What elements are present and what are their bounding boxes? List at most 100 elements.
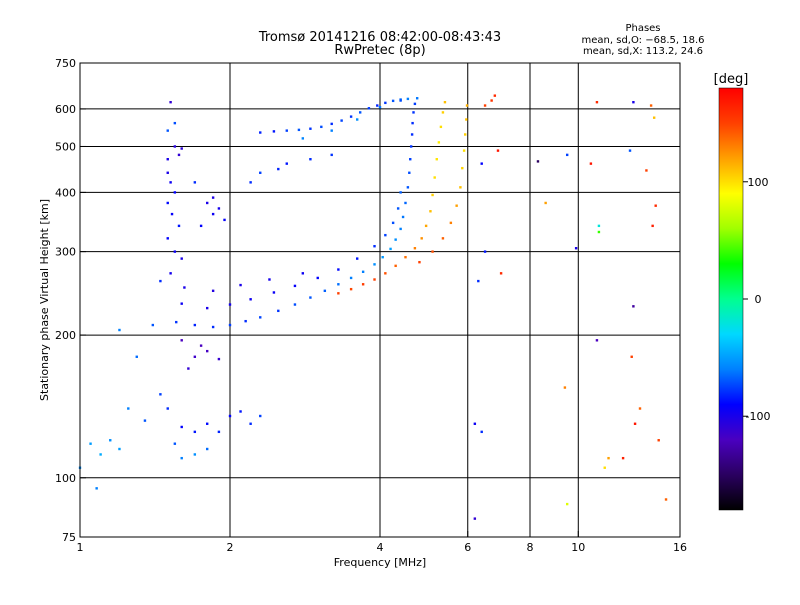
- echo-point: [420, 237, 423, 240]
- echo-point: [323, 289, 327, 293]
- echo-point: [645, 169, 648, 172]
- echo-point: [358, 111, 362, 114]
- echo-point: [297, 128, 301, 132]
- echo-point: [373, 263, 376, 266]
- x-tick-label: 2: [227, 541, 234, 554]
- echo-point: [465, 104, 469, 107]
- echo-point: [135, 355, 138, 358]
- echo-point: [396, 207, 400, 210]
- echo-point: [309, 127, 312, 130]
- echo-point: [490, 99, 493, 102]
- echo-point: [239, 410, 242, 413]
- echo-point: [166, 201, 169, 205]
- echo-point: [480, 430, 483, 434]
- y-tick-label: 75: [62, 531, 76, 544]
- echo-point: [431, 193, 434, 197]
- y-tick-label: 750: [55, 57, 76, 70]
- echo-point: [228, 323, 232, 327]
- echo-point: [413, 102, 417, 106]
- echo-point: [205, 447, 209, 451]
- echo-point: [193, 355, 197, 358]
- echo-point: [166, 407, 169, 410]
- echo-point: [410, 133, 414, 136]
- echo-point: [173, 442, 177, 445]
- echo-point: [574, 247, 578, 250]
- echo-point: [285, 162, 288, 165]
- echo-point: [649, 104, 653, 107]
- echo-point: [439, 125, 443, 129]
- echo-point: [217, 357, 221, 361]
- echo-point: [170, 212, 174, 216]
- echo-point: [595, 339, 599, 342]
- colorbar-tick-label: 0: [755, 293, 762, 306]
- echo-point: [651, 224, 654, 228]
- echo-point: [173, 191, 177, 194]
- echo-point: [268, 278, 271, 281]
- x-tick-label: 8: [527, 541, 534, 554]
- echo-point: [628, 149, 632, 152]
- echo-point: [431, 250, 434, 253]
- echo-point: [330, 129, 333, 132]
- x-tick-label: 16: [673, 541, 687, 554]
- echo-point: [211, 196, 215, 199]
- echo-point: [394, 264, 397, 268]
- y-tick-label: 100: [55, 472, 76, 485]
- echo-point: [349, 115, 353, 118]
- echo-point: [361, 283, 365, 286]
- echo-point: [384, 101, 387, 105]
- echo-point: [429, 210, 432, 213]
- x-axis-ticks: 1 2 4 6 8 10 16: [77, 531, 687, 554]
- echo-point: [199, 224, 203, 228]
- echo-point: [563, 386, 567, 389]
- echo-point: [205, 201, 209, 205]
- echo-point: [630, 355, 633, 358]
- echo-point: [664, 498, 668, 501]
- echo-point: [127, 407, 130, 410]
- echo-point: [544, 201, 547, 205]
- echo-point: [399, 99, 402, 102]
- echo-point: [355, 118, 359, 121]
- echo-point: [337, 268, 340, 271]
- echo-point: [316, 276, 319, 280]
- echo-point: [412, 111, 415, 114]
- echo-point: [449, 221, 453, 225]
- echo-point: [424, 224, 428, 228]
- echo-point: [406, 186, 410, 189]
- grid-lines: [80, 63, 680, 537]
- echo-point: [459, 186, 462, 189]
- y-axis-label: Stationary phase Virtual Height [km]: [38, 199, 51, 401]
- echo-point: [244, 319, 247, 323]
- echo-point: [349, 287, 353, 291]
- echo-point: [217, 430, 221, 434]
- echo-point: [330, 153, 333, 157]
- echo-point: [285, 129, 288, 132]
- y-tick-label: 600: [55, 103, 76, 116]
- echo-point: [632, 305, 635, 308]
- echo-point: [355, 257, 359, 260]
- echo-point: [381, 255, 384, 259]
- echo-point: [217, 207, 221, 210]
- echo-point: [223, 218, 226, 222]
- echo-point: [404, 201, 407, 205]
- echo-point: [205, 306, 209, 310]
- echo-point: [340, 119, 343, 122]
- echo-point: [499, 272, 503, 275]
- echo-point: [211, 212, 215, 216]
- echo-point: [409, 145, 413, 148]
- echo-point: [373, 245, 376, 248]
- echo-point: [330, 122, 333, 126]
- echo-point: [151, 323, 155, 327]
- echo-point: [259, 131, 262, 134]
- echo-point: [118, 447, 121, 451]
- echo-point: [483, 104, 487, 107]
- echo-point: [633, 422, 637, 425]
- echo-point: [169, 100, 172, 104]
- echo-point: [493, 94, 497, 97]
- x-tick-label: 1: [77, 541, 84, 554]
- echo-point: [595, 100, 599, 104]
- echo-point: [496, 149, 500, 152]
- echo-point: [376, 104, 379, 107]
- echo-point: [175, 320, 178, 324]
- echo-point: [272, 291, 276, 294]
